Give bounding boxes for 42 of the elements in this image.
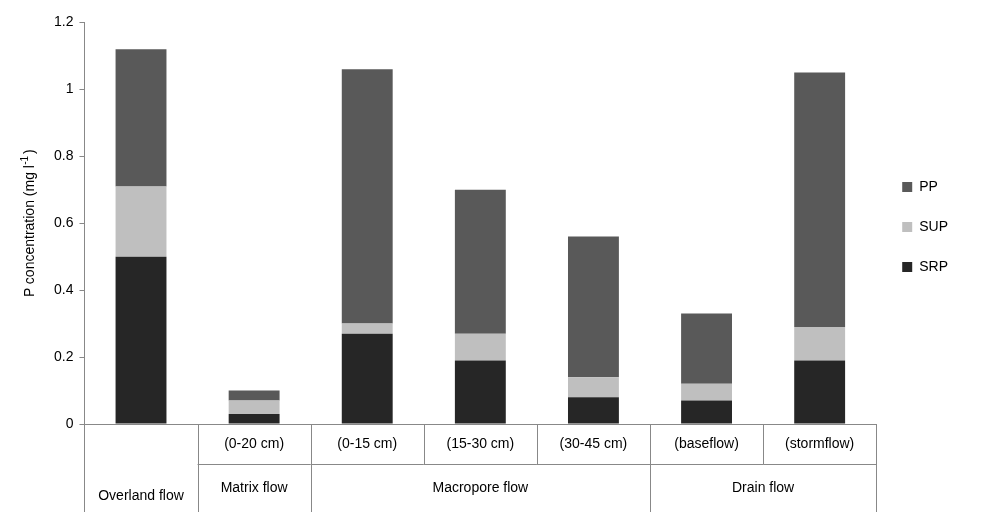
y-tick-label: 0.2 (53, 347, 74, 364)
y-tick-label: 0 (65, 414, 74, 431)
bar (228, 413, 280, 424)
bar (341, 333, 393, 424)
bar (794, 72, 846, 327)
bar (681, 313, 732, 384)
x-tick-label: (0-20 cm) (224, 434, 285, 451)
bar (341, 323, 393, 334)
y-tick-label: 0.6 (53, 214, 74, 231)
text: Macropore flow (432, 478, 530, 495)
bar (568, 397, 619, 424)
bar (794, 326, 846, 361)
bar (794, 360, 846, 424)
legend-label: SRP (919, 257, 949, 274)
text: Drain flow (731, 478, 796, 495)
bar (568, 236, 619, 378)
bar (115, 186, 167, 257)
text: Matrix flow (220, 478, 289, 495)
y-tick-label: 0.4 (53, 280, 74, 297)
x-tick-label: (30-45 cm) (559, 434, 628, 451)
y-axis-title: P concentration (mg l-1) (18, 149, 37, 298)
y-tick-label: 1 (65, 80, 74, 97)
legend-label: PP (919, 177, 938, 194)
bar (681, 400, 732, 424)
bar (228, 390, 280, 401)
bar (681, 383, 732, 401)
legend-label: SUP (919, 217, 949, 234)
x-tick-label: (stormflow) (785, 434, 855, 451)
bar (115, 256, 167, 424)
bar (341, 69, 393, 324)
bar (454, 189, 506, 334)
text: Overland flow (98, 486, 185, 503)
bar (454, 333, 506, 361)
x-tick-label: (0-15 cm) (337, 434, 398, 451)
bar (228, 400, 280, 414)
x-tick-label: (15-30 cm) (446, 434, 515, 451)
bar (568, 377, 619, 398)
y-tick-label: 0.8 (53, 147, 74, 164)
bar (115, 49, 167, 187)
bar (454, 360, 506, 424)
y-tick-label: 1.2 (53, 13, 74, 30)
x-tick-label: (baseflow) (674, 434, 739, 451)
